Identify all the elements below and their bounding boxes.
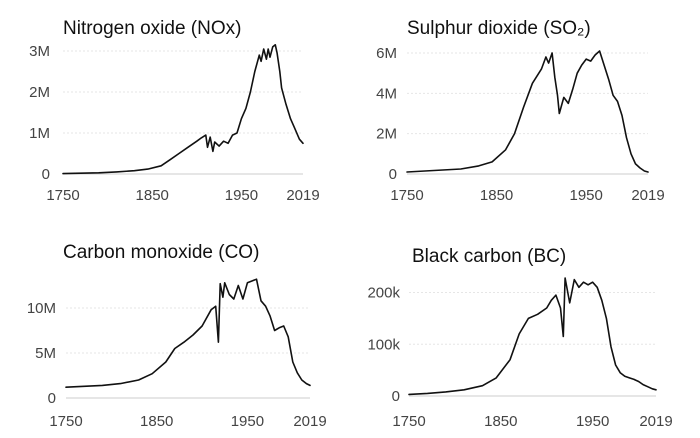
y-tick-label: 4M: [376, 85, 397, 102]
y-tick-label: 1M: [29, 125, 50, 142]
x-axis-ticks: 1750 1850 1950 2019: [390, 187, 664, 204]
y-tick-label: 200k: [367, 285, 400, 302]
panel-title: Carbon monoxide (CO): [63, 242, 259, 263]
x-tick-label: 1950: [231, 413, 264, 430]
series-line-so2: [406, 50, 649, 173]
y-tick-label: 6M: [376, 45, 397, 62]
panel-black-carbon: Black carbon (BC) 0 100k 200k 1750 1850 …: [367, 246, 672, 430]
y-tick-label: 0: [392, 388, 400, 405]
panel-nitrogen-oxide: Nitrogen oxide (NOx) 0 1M 2M 3M 1750 185…: [29, 18, 320, 204]
x-tick-label: 1850: [136, 187, 169, 204]
panel-carbon-monoxide: Carbon monoxide (CO) 0 5M 10M 1750 1850 …: [27, 242, 327, 430]
y-axis-ticks: 0 1M 2M 3M: [29, 43, 50, 183]
x-tick-label: 1850: [484, 413, 517, 430]
y-tick-label: 10M: [27, 300, 56, 317]
y-tick-label: 3M: [29, 43, 50, 60]
x-tick-label: 1750: [46, 187, 79, 204]
panel-sulphur-dioxide: Sulphur dioxide (SO₂) 0 2M 4M 6M 1750 18…: [376, 18, 665, 204]
x-tick-label: 1850: [480, 187, 513, 204]
x-tick-label: 1750: [392, 413, 425, 430]
series-line-bc: [408, 277, 657, 396]
grid-lines: [409, 292, 656, 397]
series-line-nox: [62, 44, 304, 175]
grid-lines: [407, 52, 648, 175]
x-tick-label: 1950: [576, 413, 609, 430]
y-tick-label: 2M: [376, 126, 397, 143]
x-axis-ticks: 1750 1850 1950 2019: [49, 413, 326, 430]
x-axis-ticks: 1750 1850 1950 2019: [46, 187, 319, 204]
x-tick-label: 1950: [225, 187, 258, 204]
y-axis-ticks: 0 2M 4M 6M: [376, 45, 397, 183]
x-tick-label: 2019: [639, 413, 672, 430]
y-tick-label: 2M: [29, 84, 50, 101]
y-axis-ticks: 0 5M 10M: [27, 300, 56, 407]
y-tick-label: 100k: [367, 336, 400, 353]
y-tick-label: 0: [48, 390, 56, 407]
x-tick-label: 1950: [569, 187, 602, 204]
x-tick-label: 2019: [286, 187, 319, 204]
x-tick-label: 2019: [293, 413, 326, 430]
series-line-co: [65, 278, 311, 388]
y-tick-label: 5M: [35, 345, 56, 362]
x-axis-ticks: 1750 1850 1950 2019: [392, 413, 672, 430]
x-tick-label: 2019: [631, 187, 664, 204]
y-axis-ticks: 0 100k 200k: [367, 285, 400, 405]
y-tick-label: 0: [42, 166, 50, 183]
y-tick-label: 0: [389, 166, 397, 183]
x-tick-label: 1750: [390, 187, 423, 204]
x-tick-label: 1850: [140, 413, 173, 430]
panel-title: Nitrogen oxide (NOx): [63, 18, 241, 39]
grid-lines: [63, 50, 303, 175]
grid-lines: [66, 307, 310, 399]
x-tick-label: 1750: [49, 413, 82, 430]
panel-title: Black carbon (BC): [412, 246, 566, 267]
panel-title: Sulphur dioxide (SO₂): [407, 18, 591, 39]
